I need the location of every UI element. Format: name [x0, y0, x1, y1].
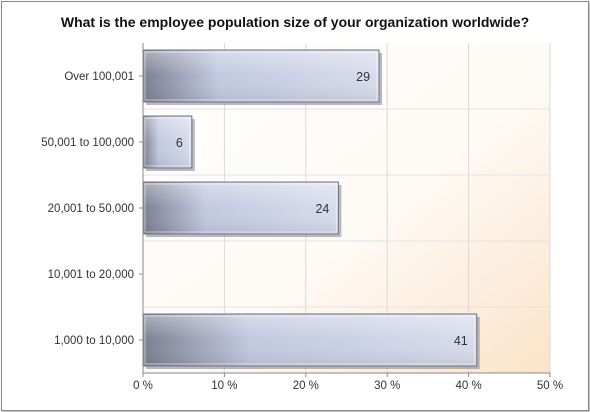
bar-bevel — [144, 117, 191, 167]
x-tick-label: 20 % — [293, 380, 319, 392]
category-label: 10,001 to 20,000 — [48, 269, 134, 281]
bar-highlight — [144, 183, 338, 233]
bar-bevel — [144, 183, 337, 233]
value-label: 6 — [176, 136, 183, 150]
value-label: 29 — [356, 70, 370, 84]
category-label: Over 100,001 — [64, 71, 134, 83]
chart-title: What is the employee population size of … — [60, 14, 530, 30]
x-tick-label: 30 % — [374, 380, 400, 392]
category-label: 50,001 to 100,000 — [41, 137, 134, 149]
x-tick-label: 50 % — [537, 380, 563, 392]
bar-bevel — [144, 315, 476, 365]
x-tick-label: 0 % — [133, 380, 153, 392]
x-tick-label: 10 % — [211, 380, 237, 392]
value-label: 41 — [454, 334, 468, 348]
bar-bevel — [144, 51, 378, 101]
value-label: 24 — [315, 202, 329, 216]
bar-highlight — [144, 315, 476, 365]
category-label: 1,000 to 10,000 — [54, 335, 134, 347]
category-label: 20,001 to 50,000 — [48, 203, 134, 215]
x-tick-label: 40 % — [455, 380, 481, 392]
bar-highlight — [144, 117, 191, 167]
bar-highlight — [144, 51, 379, 101]
